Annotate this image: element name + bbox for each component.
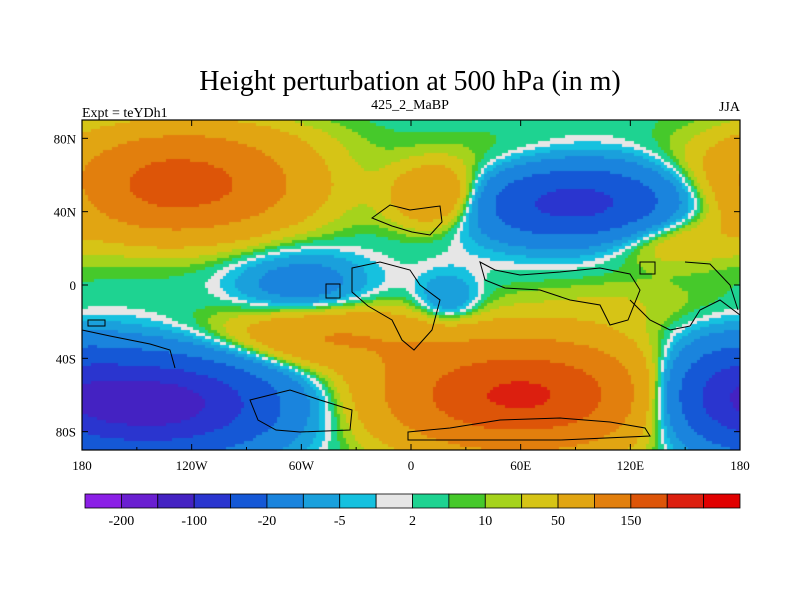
y-axis: 80N 40N 0 40S 80S [54, 131, 740, 440]
colorbar-label: -100 [181, 514, 207, 529]
colorbar-swatch [193, 493, 231, 509]
experiment-label: Expt = teYDh1 [82, 106, 168, 121]
colorbar-swatch [339, 493, 377, 509]
colorbar-swatch [630, 493, 668, 509]
y-tick-label: 0 [70, 278, 77, 293]
x-tick-label: 60W [289, 458, 315, 473]
colorbar-swatch [594, 493, 632, 509]
season-label: JJA [719, 100, 741, 115]
case-label: 425_2_MaBP [371, 98, 449, 113]
contour-field [82, 120, 740, 450]
x-tick-label: 180 [72, 458, 92, 473]
coastline-9 [87, 319, 106, 327]
colorbar-label: -20 [258, 514, 277, 529]
x-tick-label: 60E [510, 458, 531, 473]
coastline-3 [629, 299, 741, 331]
colorbar-swatch [557, 493, 595, 509]
y-tick-label: 80S [56, 425, 76, 440]
colorbar-swatch [484, 493, 523, 509]
colorbar-label: 150 [620, 514, 641, 529]
colorbar-swatch [302, 493, 341, 509]
colorbar-swatch [412, 493, 450, 509]
coastline-0 [370, 204, 443, 236]
coastline-4 [81, 329, 176, 369]
chart-title: Height perturbation at 500 hPa (in m) [199, 66, 620, 97]
y-tick-label: 40N [54, 205, 77, 220]
coastline-7 [639, 261, 656, 275]
colorbar-label: -200 [109, 514, 135, 529]
colorbar-swatch [120, 493, 159, 509]
colorbar: -200 -100 -20 -5 2 10 50 150 [84, 493, 741, 529]
colorbar-label: 10 [478, 514, 492, 529]
coastline-6 [407, 417, 651, 441]
x-tick-label: 180 [730, 458, 750, 473]
coastline-8 [325, 283, 341, 299]
colorbar-swatch [266, 493, 304, 509]
colorbar-label: 50 [551, 514, 565, 529]
plot-area [81, 119, 741, 451]
coastline-5 [249, 389, 353, 433]
y-tick-label: 40S [56, 351, 76, 366]
colorbar-swatch [448, 493, 486, 509]
colorbar-swatch [375, 493, 413, 509]
coastline-1 [351, 261, 441, 351]
colorbar-label: 2 [409, 514, 416, 529]
x-tick-label: 120E [617, 458, 645, 473]
colorbar-label: -5 [334, 514, 346, 529]
colorbar-swatch [157, 493, 195, 509]
colorbar-swatch [84, 493, 122, 509]
x-tick-label: 0 [408, 458, 415, 473]
coastline-2 [479, 261, 641, 326]
colorbar-swatch [230, 493, 268, 509]
colorbar-swatch [521, 493, 559, 509]
coastline-10 [684, 261, 739, 311]
x-axis: 180 120W 60W 0 60E 120E 180 [72, 120, 750, 473]
colorbar-swatch [703, 493, 741, 509]
continent-outlines [81, 204, 741, 441]
colorbar-swatch [666, 493, 705, 509]
x-tick-label: 120W [176, 458, 209, 473]
y-tick-label: 80N [54, 131, 77, 146]
